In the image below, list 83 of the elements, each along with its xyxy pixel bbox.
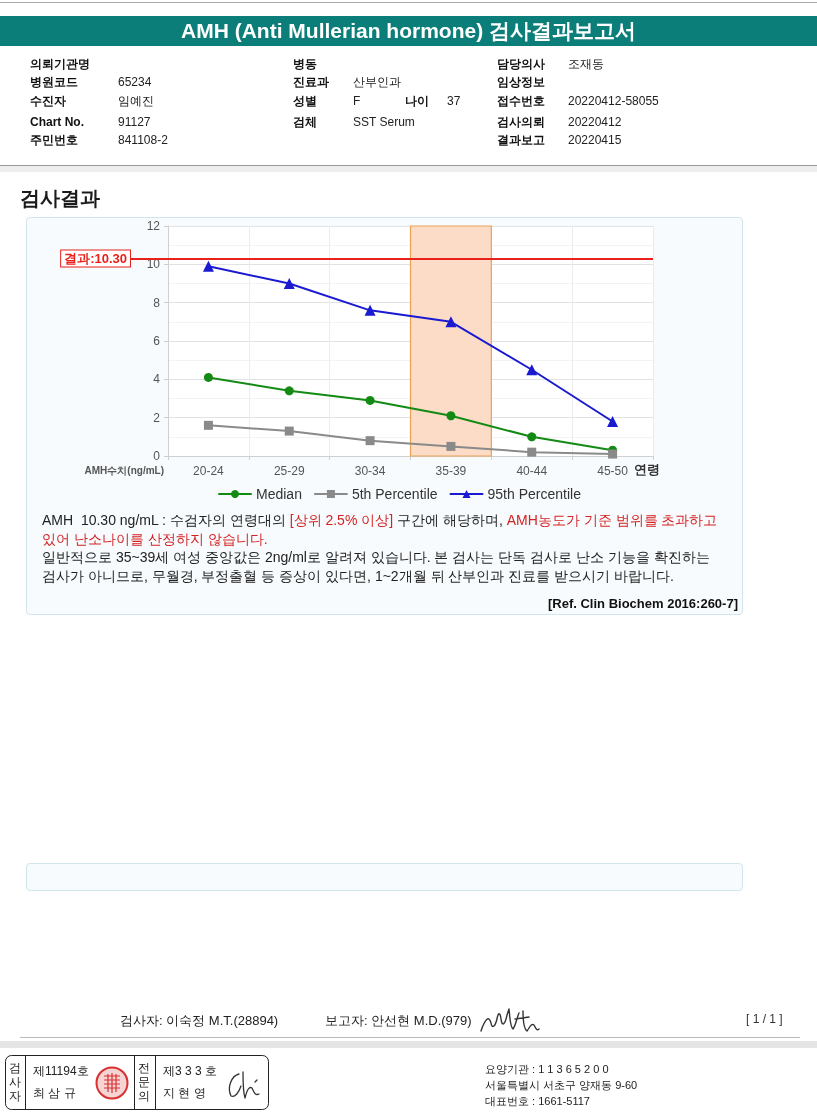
text: 나이 — [405, 93, 429, 109]
text: 담당의사 — [497, 56, 545, 72]
text: 임예진 — [118, 93, 154, 109]
y-tick-label: 8 — [153, 295, 161, 310]
text: 임상정보 — [497, 74, 545, 90]
point — [283, 278, 295, 289]
text: 지 현 영 — [163, 1085, 206, 1101]
point — [607, 416, 619, 427]
y-tick-label: 0 — [153, 449, 161, 463]
chart-subtitle: 검사결과 — [20, 186, 100, 211]
text: 결과보고 — [497, 132, 545, 148]
ref-line-label: 결과:10.30 — [64, 251, 127, 267]
text: 요양기관 : 1 1 3 6 5 2 0 0 — [485, 1062, 609, 1076]
text: 성별 — [293, 93, 317, 109]
x-tick-label: 20-24 — [193, 464, 225, 478]
point — [446, 411, 456, 421]
point — [203, 372, 213, 382]
text: 20220412-58055 — [568, 93, 659, 109]
text: 검사자 — [9, 1061, 22, 1103]
text: 20220415 — [568, 132, 622, 148]
text: [Ref. Clin Biochem 2016:260-7] — [547, 595, 738, 613]
text: 65234 — [118, 74, 152, 90]
text: 산부인과 — [353, 74, 401, 90]
point — [526, 364, 538, 376]
point — [446, 441, 456, 451]
text: 접수번호 — [497, 93, 545, 109]
point — [364, 304, 376, 316]
point — [203, 420, 213, 430]
text: 91127 — [118, 114, 151, 130]
text: 병동 — [293, 56, 317, 72]
text: 수진자 — [30, 93, 66, 109]
point — [365, 436, 375, 446]
x-tick-label: 25-29 — [273, 464, 305, 478]
text: Chart No. — [30, 114, 84, 130]
text: 검체 — [293, 114, 317, 130]
text: 진료과 — [293, 74, 329, 90]
y-tick-label: 4 — [153, 372, 161, 387]
text: 보고자: 안선현 M.D.(979) — [325, 1013, 472, 1029]
text: 제3 3 3 호 — [163, 1063, 218, 1079]
text: [상위 2.5% 이상] — [289, 512, 394, 528]
point — [202, 260, 214, 272]
text: 검사자: 이숙정 M.T.(28894) — [120, 1013, 279, 1029]
chart-title: AMH (Anti Mullerian hormone) 검사결과보고서 — [181, 18, 636, 44]
y-axis-title: AMH수치(ng/mL) — [84, 464, 164, 476]
text: 서울특별시 서초구 양재동 9-60 — [485, 1078, 638, 1092]
text: AMH농도가 기준 범위를 초과하고 — [506, 512, 718, 528]
text: 전문의 — [138, 1061, 151, 1103]
text: AMH 10.30 ng/mL : 수검자의 연령대의 — [42, 512, 287, 528]
y-tick-label: 12 — [146, 219, 161, 233]
text: 구간에 해당하며, — [396, 512, 504, 528]
text: 검사의뢰 — [497, 114, 545, 130]
text: 37 — [447, 93, 461, 109]
text: 병원코드 — [30, 74, 78, 90]
point — [445, 316, 457, 328]
text: 주민번호 — [30, 132, 78, 148]
x-axis-title: 연령 — [633, 462, 660, 477]
legend-label: Median — [256, 486, 302, 502]
x-tick-label: 40-44 — [516, 464, 548, 478]
legend-label: 95th Percentile — [487, 486, 582, 502]
text: 있어 난소나이를 산정하지 않습니다. — [42, 531, 268, 547]
text: 841108-2 — [118, 132, 168, 148]
point — [527, 432, 537, 442]
text: 의뢰기관명 — [30, 56, 90, 72]
y-tick-label: 6 — [153, 334, 161, 348]
text: [ 1 / 1 ] — [746, 1011, 783, 1027]
text: SST Serum — [353, 114, 415, 130]
legend-label: 5th Percentile — [351, 486, 438, 502]
y-tick-label: 2 — [153, 410, 161, 425]
text: 대표번호 : 1661-5117 — [485, 1094, 590, 1108]
point — [365, 395, 375, 405]
x-tick-label: 35-39 — [435, 464, 467, 478]
x-tick-label: 30-34 — [354, 464, 386, 478]
text: 조재동 — [568, 56, 604, 72]
point — [608, 449, 618, 459]
text: 20220412 — [568, 114, 622, 130]
text: F — [353, 93, 361, 109]
text: 최 삼 규 — [33, 1085, 76, 1101]
text: 일반적으로 35~39세 여성 중앙값은 2ng/ml로 알려져 있습니다. 본 검사는 단독 검사로 난소 기능을 확진하는 검사가 아니므로, 무월경, 부정출혈 등 증상이 있다면, 1~2개월 뒤 산부인과 진료를 받으시기 바랍니다. — [42, 549, 711, 584]
point — [284, 386, 294, 396]
point — [527, 447, 537, 457]
x-tick-label: 45-50 — [597, 464, 629, 478]
point — [284, 426, 294, 436]
text: 제11194호 — [33, 1063, 89, 1079]
